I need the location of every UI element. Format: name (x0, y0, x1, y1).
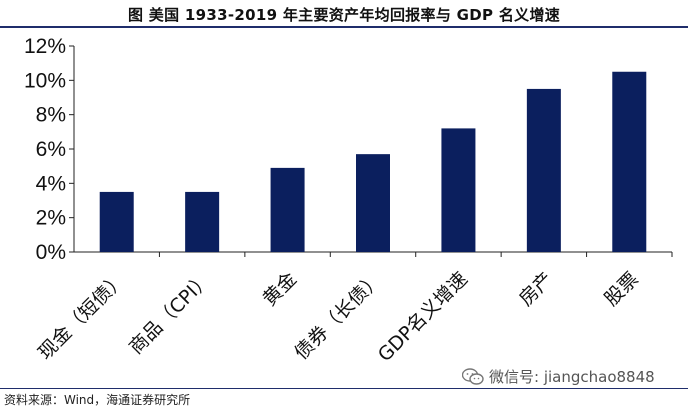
bar-1 (99, 191, 134, 252)
bar-6 (526, 88, 561, 253)
y-tick-label: 4% (36, 172, 66, 195)
x-category-label: 商品（CPI） (125, 268, 216, 359)
bar-chart: 0% 2% 4% 6% 8% 10% 12% 现金（短债）商品（CPI） 黄金债券（长债）GDP… (24, 35, 673, 366)
watermark-text: 微信号: jiangchao8848 (489, 368, 655, 386)
bar-7 (612, 71, 647, 252)
bar-5 (441, 128, 476, 252)
x-category-label: 债券（长债） (290, 268, 386, 364)
source-note: 资料来源：Wind，海通证券研究所 (4, 393, 191, 407)
bar-4 (356, 154, 390, 252)
y-tick-label: 6% (36, 138, 66, 161)
x-category-label: 黄金 (259, 268, 301, 310)
y-tick-label: 0% (36, 241, 66, 264)
x-category-label: GDP名义增速 (374, 268, 472, 366)
source-divider (0, 388, 688, 389)
x-category-label: 房产 (515, 268, 557, 310)
wechat-watermark: 微信号: jiangchao8848 (462, 366, 655, 387)
y-tick-label: 8% (36, 104, 66, 127)
bar-2 (185, 191, 220, 252)
wechat-icon (462, 367, 484, 385)
title-bar: 图 美国 1933-2019 年主要资产年均回报率与 GDP 名义增速 (0, 0, 688, 28)
y-tick-label: 10% (24, 69, 66, 92)
x-category-label: 股票 (600, 268, 642, 310)
y-tick-label: 12% (24, 35, 66, 58)
chart-title: 图 美国 1933-2019 年主要资产年均回报率与 GDP 名义增速 (127, 6, 561, 24)
x-category-label: 现金（短债） (34, 268, 130, 364)
y-tick-label: 2% (36, 207, 66, 230)
bar-3 (270, 167, 305, 252)
